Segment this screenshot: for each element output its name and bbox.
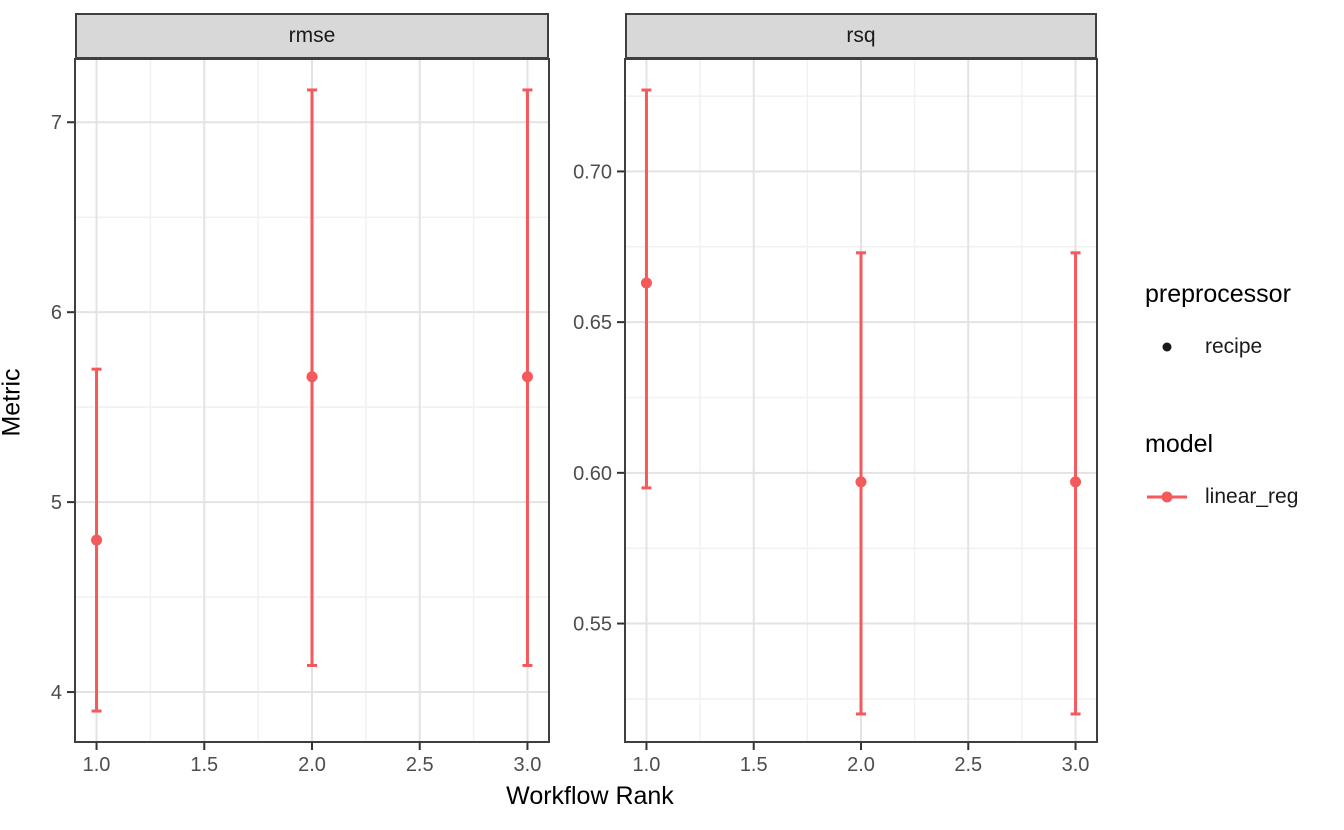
legend-item-linear-reg: linear_reg	[1145, 484, 1344, 510]
facet-strip-label: rmse	[288, 24, 336, 47]
panel-border	[74, 58, 550, 743]
x-tick-label: 1.5	[190, 754, 218, 776]
y-tick-label: 0.60	[573, 463, 612, 485]
point-glyph	[1162, 342, 1172, 352]
y-tick-label: 0.70	[573, 161, 612, 183]
legend-group-preprocessor: preprocessor recipe	[1145, 278, 1344, 360]
x-tick-label: 1.5	[740, 754, 768, 776]
y-tick-label: 5	[51, 492, 62, 514]
legend-item-label: linear_reg	[1205, 485, 1299, 508]
y-tick-label: 6	[51, 302, 62, 324]
legend-item-recipe: recipe	[1145, 334, 1344, 360]
x-axis-title: Workflow Rank	[506, 782, 674, 810]
data-point	[521, 371, 533, 383]
y-tick-label: 0.65	[573, 312, 612, 334]
y-tick-label: 4	[51, 682, 62, 704]
legend-title-preprocessor: preprocessor	[1145, 280, 1291, 308]
point-glyph	[1161, 491, 1173, 503]
data-point	[306, 371, 318, 383]
panel-border	[624, 58, 1098, 743]
facet-strip-rmse: rmse	[75, 13, 549, 59]
legend: preprocessor recipe model linear_reg	[1145, 278, 1344, 510]
line-point-marker-icon	[1145, 484, 1189, 510]
x-tick-label: 3.0	[1062, 754, 1090, 776]
x-tick-label: 3.0	[514, 754, 542, 776]
data-point	[855, 476, 867, 488]
facet-strip-rsq: rsq	[625, 13, 1097, 59]
x-tick-label: 1.0	[83, 754, 111, 776]
x-tick-label: 2.0	[298, 754, 326, 776]
data-point	[640, 277, 652, 289]
legend-title-model: model	[1145, 430, 1214, 458]
facet-strip-label: rsq	[846, 24, 876, 47]
x-tick-label: 1.0	[633, 754, 661, 776]
point-marker-icon	[1145, 334, 1189, 360]
legend-item-label: recipe	[1205, 335, 1263, 358]
legend-group-model: model linear_reg	[1145, 428, 1344, 510]
data-point	[91, 534, 103, 546]
x-tick-label: 2.5	[954, 754, 982, 776]
y-tick-label: 7	[51, 112, 62, 134]
x-tick-label: 2.5	[406, 754, 434, 776]
x-tick-label: 2.0	[847, 754, 875, 776]
y-axis-title: Metric	[0, 368, 26, 437]
data-point	[1070, 476, 1082, 488]
y-tick-label: 0.55	[573, 614, 612, 636]
